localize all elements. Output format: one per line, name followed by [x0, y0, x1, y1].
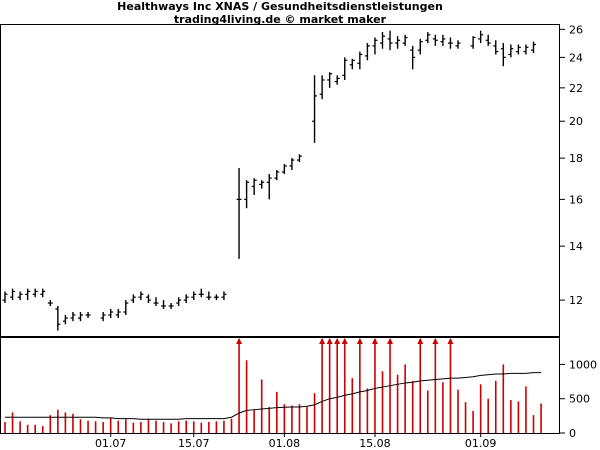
volume-overflow-arrow: [319, 338, 326, 344]
plot-frame: [0, 24, 560, 434]
price-tick-label: 20: [569, 115, 583, 128]
volume-overflow-arrow: [356, 338, 363, 344]
volume-overflow-arrow: [341, 338, 348, 344]
x-tick-label: 15.08: [359, 437, 391, 450]
price-tick-label: 22: [569, 82, 583, 95]
volume-overflow-arrow: [447, 338, 454, 344]
volume-overflow-arrow: [334, 338, 341, 344]
volume-moving-average: [5, 372, 542, 420]
price-tick-label: 26: [569, 23, 583, 36]
price-tick-label: 14: [569, 240, 583, 253]
x-tick-label: 01.09: [465, 437, 497, 450]
price-tick-label: 12: [569, 294, 583, 307]
chart-subtitle: trading4living.de © market maker: [173, 13, 387, 26]
volume-tick-label: 0: [569, 427, 576, 440]
x-tick-label: 01.08: [269, 437, 301, 450]
volume-overflow-arrow: [236, 338, 243, 344]
chart-title: Healthways Inc XNAS / Gesundheitsdienstl…: [117, 0, 443, 13]
volume-overflow-arrow: [387, 338, 394, 344]
price-tick-label: 16: [569, 193, 583, 206]
volume-overflow-arrow: [432, 338, 439, 344]
x-tick-label: 15.07: [178, 437, 210, 450]
volume-overflow-arrow: [371, 338, 378, 344]
volume-tick-label: 1000: [569, 358, 597, 371]
x-tick-label: 01.07: [95, 437, 127, 450]
volume-tick-label: 500: [569, 393, 590, 406]
volume-overflow-arrow: [417, 338, 424, 344]
price-tick-label: 18: [569, 152, 583, 165]
price-tick-label: 24: [569, 51, 583, 64]
volume-overflow-arrow: [326, 338, 333, 344]
